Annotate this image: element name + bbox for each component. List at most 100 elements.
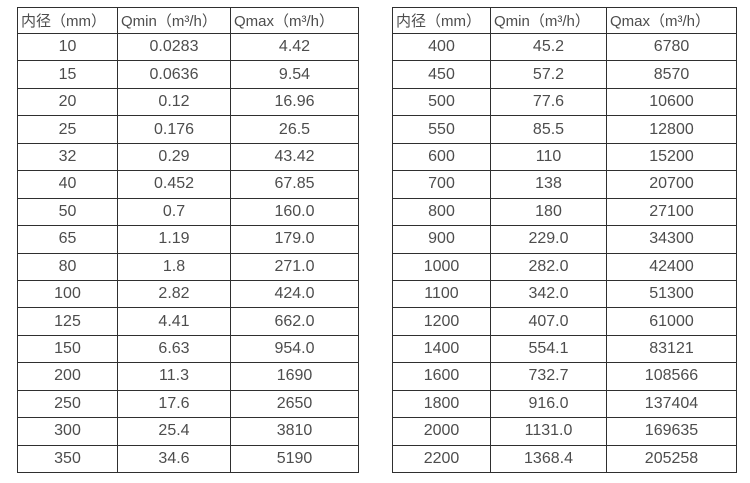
table-cell: 1690 xyxy=(230,362,359,391)
table-cell: 0.7 xyxy=(117,197,231,227)
table-row: 1200 407.0 61000 xyxy=(392,307,737,336)
table-cell: 12800 xyxy=(606,115,737,144)
table-cell: 25.4 xyxy=(117,417,231,446)
table-cell: 25 xyxy=(17,115,118,144)
table-cell: 1600 xyxy=(392,362,491,391)
table-cell: 83121 xyxy=(606,334,737,364)
table-cell: 6780 xyxy=(606,32,737,62)
table-cell: 1000 xyxy=(392,252,491,281)
table-cell: 342.0 xyxy=(490,279,607,309)
table-cell: 916.0 xyxy=(490,389,607,419)
table-cell: 0.452 xyxy=(117,170,231,199)
flow-spec-table-small-diameters: 内径（mm） Qmin（m³/h） Qmax（m³/h） 10 0.0283 4.4… xyxy=(17,7,359,474)
table-cell: 1131.0 xyxy=(490,417,607,446)
table-cell: 6.63 xyxy=(117,334,231,364)
table-row: 1800 916.0 137404 xyxy=(392,389,737,419)
column-header-inner-diameter: 内径（mm） xyxy=(17,7,118,34)
table-cell: 450 xyxy=(392,60,491,89)
column-header-qmin: Qmin（m³/h） xyxy=(490,7,607,34)
table-cell: 110 xyxy=(490,142,607,172)
table-cell: 34300 xyxy=(606,225,737,254)
table-cell: 160.0 xyxy=(230,197,359,227)
table-row: 350 34.6 5190 xyxy=(17,444,359,474)
column-header-qmin: Qmin（m³/h） xyxy=(117,7,231,34)
table-cell: 0.0636 xyxy=(117,60,231,89)
table-cell: 32 xyxy=(17,142,118,172)
table-row: 32 0.29 43.42 xyxy=(17,142,359,172)
table-cell: 67.85 xyxy=(230,170,359,199)
table-cell: 1800 xyxy=(392,389,491,419)
table-cell: 15 xyxy=(17,60,118,89)
table-cell: 42400 xyxy=(606,252,737,281)
table-cell: 700 xyxy=(392,170,491,199)
table-cell: 57.2 xyxy=(490,60,607,89)
table-cell: 0.176 xyxy=(117,115,231,144)
table-cell: 500 xyxy=(392,87,491,117)
table-cell: 662.0 xyxy=(230,307,359,336)
table-cell: 40 xyxy=(17,170,118,199)
table-row: 1400 554.1 83121 xyxy=(392,334,737,364)
table-cell: 179.0 xyxy=(230,225,359,254)
table-cell: 0.29 xyxy=(117,142,231,172)
table-cell: 4.41 xyxy=(117,307,231,336)
table-cell: 169635 xyxy=(606,417,737,446)
table-body: 400 45.2 6780 450 57.2 8570 500 77.6 10600 550 85.… xyxy=(392,32,737,474)
table-cell: 50 xyxy=(17,197,118,227)
table-row: 800 180 27100 xyxy=(392,197,737,227)
table-row: 150 6.63 954.0 xyxy=(17,334,359,364)
table-cell: 43.42 xyxy=(230,142,359,172)
table-cell: 20 xyxy=(17,87,118,117)
table-cell: 2.82 xyxy=(117,279,231,309)
table-row: 700 138 20700 xyxy=(392,170,737,199)
table-cell: 9.54 xyxy=(230,60,359,89)
table-row: 1000 282.0 42400 xyxy=(392,252,737,281)
table-cell: 1100 xyxy=(392,279,491,309)
table-cell: 554.1 xyxy=(490,334,607,364)
table-cell: 1.8 xyxy=(117,252,231,281)
table-row: 20 0.12 16.96 xyxy=(17,87,359,117)
header-row: 内径（mm） Qmin（m³/h） Qmax（m³/h） xyxy=(392,7,737,34)
table-row: 450 57.2 8570 xyxy=(392,60,737,89)
table-cell: 45.2 xyxy=(490,32,607,62)
table-cell: 0.0283 xyxy=(117,32,231,62)
table-cell: 954.0 xyxy=(230,334,359,364)
column-header-qmax: Qmax（m³/h） xyxy=(230,7,359,34)
table-cell: 180 xyxy=(490,197,607,227)
table-cell: 407.0 xyxy=(490,307,607,336)
table-cell: 16.96 xyxy=(230,87,359,117)
flow-spec-table-large-diameters: 内径（mm） Qmin（m³/h） Qmax（m³/h） 400 45.2 6780… xyxy=(392,7,737,474)
table-cell: 85.5 xyxy=(490,115,607,144)
table-cell: 205258 xyxy=(606,444,737,474)
table-cell: 732.7 xyxy=(490,362,607,391)
table-cell: 27100 xyxy=(606,197,737,227)
table-cell: 250 xyxy=(17,389,118,419)
table-row: 550 85.5 12800 xyxy=(392,115,737,144)
table-cell: 300 xyxy=(17,417,118,446)
table-row: 100 2.82 424.0 xyxy=(17,279,359,309)
table-cell: 80 xyxy=(17,252,118,281)
table-cell: 400 xyxy=(392,32,491,62)
table-row: 15 0.0636 9.54 xyxy=(17,60,359,89)
table-cell: 350 xyxy=(17,444,118,474)
table-cell: 424.0 xyxy=(230,279,359,309)
table-cell: 3810 xyxy=(230,417,359,446)
table-cell: 138 xyxy=(490,170,607,199)
table-cell: 77.6 xyxy=(490,87,607,117)
table-row: 50 0.7 160.0 xyxy=(17,197,359,227)
table-row: 2000 1131.0 169635 xyxy=(392,417,737,446)
table-cell: 1368.4 xyxy=(490,444,607,474)
table-row: 1600 732.7 108566 xyxy=(392,362,737,391)
table-row: 500 77.6 10600 xyxy=(392,87,737,117)
table-row: 80 1.8 271.0 xyxy=(17,252,359,281)
table-cell: 125 xyxy=(17,307,118,336)
table-cell: 61000 xyxy=(606,307,737,336)
table-cell: 2000 xyxy=(392,417,491,446)
table-cell: 900 xyxy=(392,225,491,254)
table-cell: 1200 xyxy=(392,307,491,336)
table-row: 25 0.176 26.5 xyxy=(17,115,359,144)
table-cell: 0.12 xyxy=(117,87,231,117)
table-cell: 1.19 xyxy=(117,225,231,254)
flow-spec-table-small-wrap: 内径（mm） Qmin（m³/h） Qmax（m³/h） 10 0.0283 4.4… xyxy=(17,7,359,474)
table-row: 400 45.2 6780 xyxy=(392,32,737,62)
table-cell: 200 xyxy=(17,362,118,391)
